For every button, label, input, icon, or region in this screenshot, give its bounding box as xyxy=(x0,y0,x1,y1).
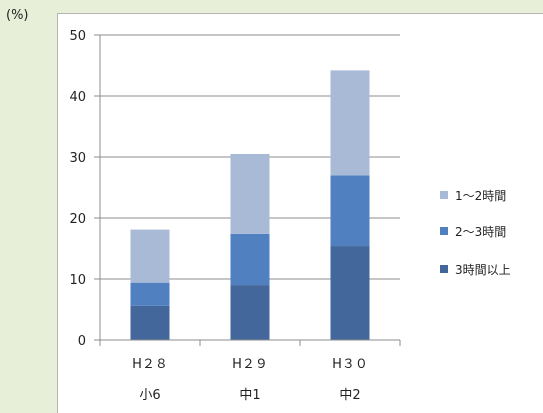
y-tick-labels: 0 10 20 30 40 50 xyxy=(69,29,86,349)
bar-segment xyxy=(330,246,370,340)
bars xyxy=(130,70,370,340)
legend-label: 2～3時間 xyxy=(455,225,506,239)
y-tick-label: 30 xyxy=(69,151,86,166)
x-tick-sublabel: 小6 xyxy=(139,388,160,403)
x-tick-labels: H２８ 小6 H２９ 中1 H３０ 中2 xyxy=(132,357,368,403)
legend: 1～2時間 2～3時間 3時間以上 xyxy=(440,189,511,277)
y-tick-label: 10 xyxy=(69,273,86,288)
bar-segment xyxy=(330,175,370,247)
legend-label: 3時間以上 xyxy=(455,263,511,277)
bar-segment xyxy=(230,233,270,286)
axes xyxy=(94,34,401,346)
x-tick-label: H３０ xyxy=(332,357,368,372)
legend-swatch xyxy=(440,191,448,199)
y-axis-unit-label: (%) xyxy=(6,8,29,23)
y-tick-label: 40 xyxy=(69,90,86,105)
bar-segment xyxy=(130,305,170,340)
x-tick-sublabel: 中2 xyxy=(339,388,360,403)
bar-segment xyxy=(230,153,270,234)
legend-label: 1～2時間 xyxy=(455,189,506,203)
bar-segment xyxy=(130,282,170,306)
y-tick-label: 20 xyxy=(69,212,86,227)
x-tick-label: H２９ xyxy=(232,357,268,372)
x-tick-sublabel: 中1 xyxy=(239,388,260,403)
legend-swatch xyxy=(440,265,448,273)
y-tick-label: 0 xyxy=(78,334,86,349)
bar-segment xyxy=(230,285,270,340)
bar-segment xyxy=(330,70,370,176)
x-tick-label: H２８ xyxy=(132,357,168,372)
plot-panel xyxy=(57,13,543,413)
bar-segment xyxy=(130,229,170,283)
legend-swatch xyxy=(440,227,448,235)
y-tick-label: 50 xyxy=(69,29,86,44)
